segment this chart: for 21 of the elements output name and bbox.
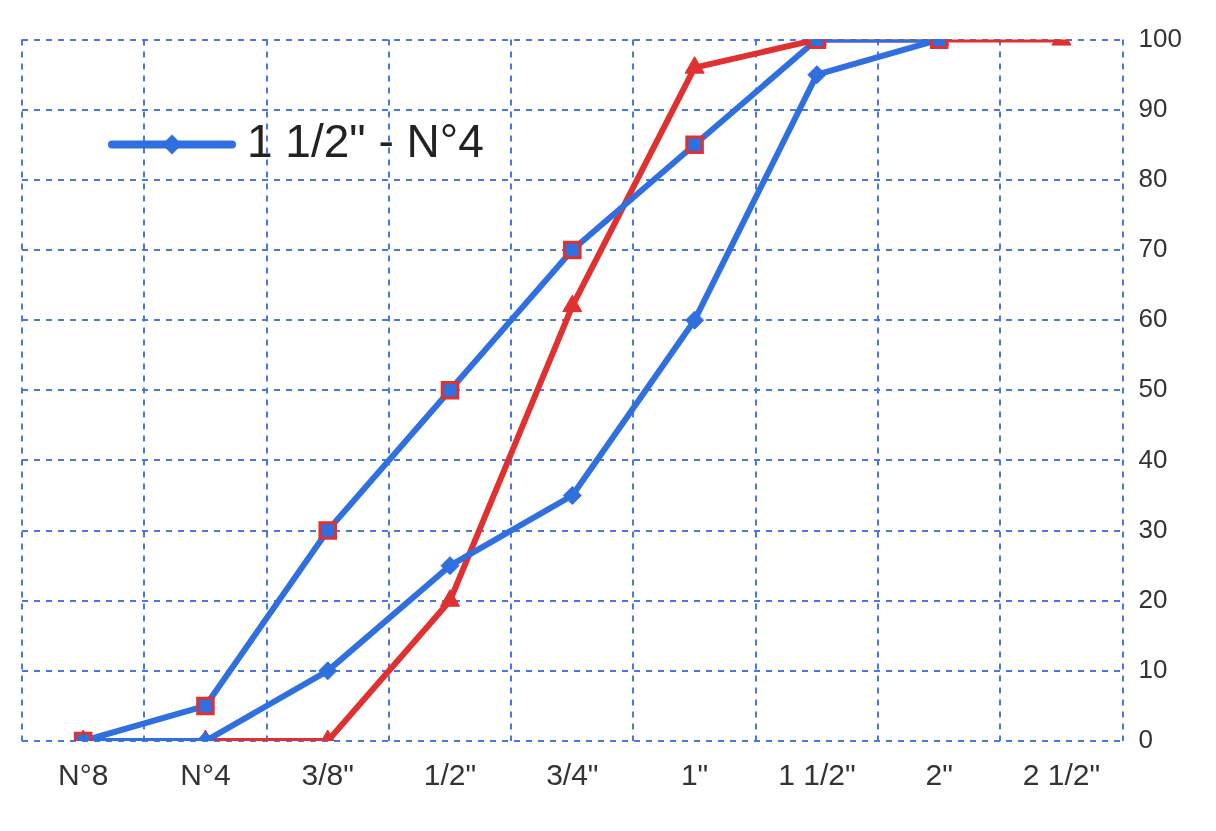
x-tick-label: 1" [680,758,709,792]
x-tick-label: 3/8" [301,758,354,792]
y-tick-label: 90 [1138,92,1168,123]
y-tick-label: 20 [1138,583,1168,614]
y-tick-label: 40 [1138,443,1168,474]
x-tick-label: 2 1/2" [1022,758,1101,792]
x-tick-label: 1 1/2" [778,758,856,792]
y-tick-label: 60 [1138,303,1168,334]
y-tick-label: 80 [1138,163,1168,194]
x-tick-label: N°4 [180,758,231,792]
y-tick-label: 0 [1138,724,1154,755]
x-tick-label: 2" [925,758,953,792]
y-tick-label: 50 [1138,373,1168,404]
x-tick-label: N°8 [57,758,109,792]
y-tick-label: 30 [1138,513,1168,544]
x-tick-label: 1/2" [423,758,477,792]
y-tick-label: 10 [1138,654,1168,685]
y-tick-label: 70 [1138,233,1168,264]
x-tick-label: 3/4" [546,758,599,792]
legend-label: 1 1/2" - N°4 [247,115,484,168]
y-tick-label: 100 [1138,22,1183,53]
